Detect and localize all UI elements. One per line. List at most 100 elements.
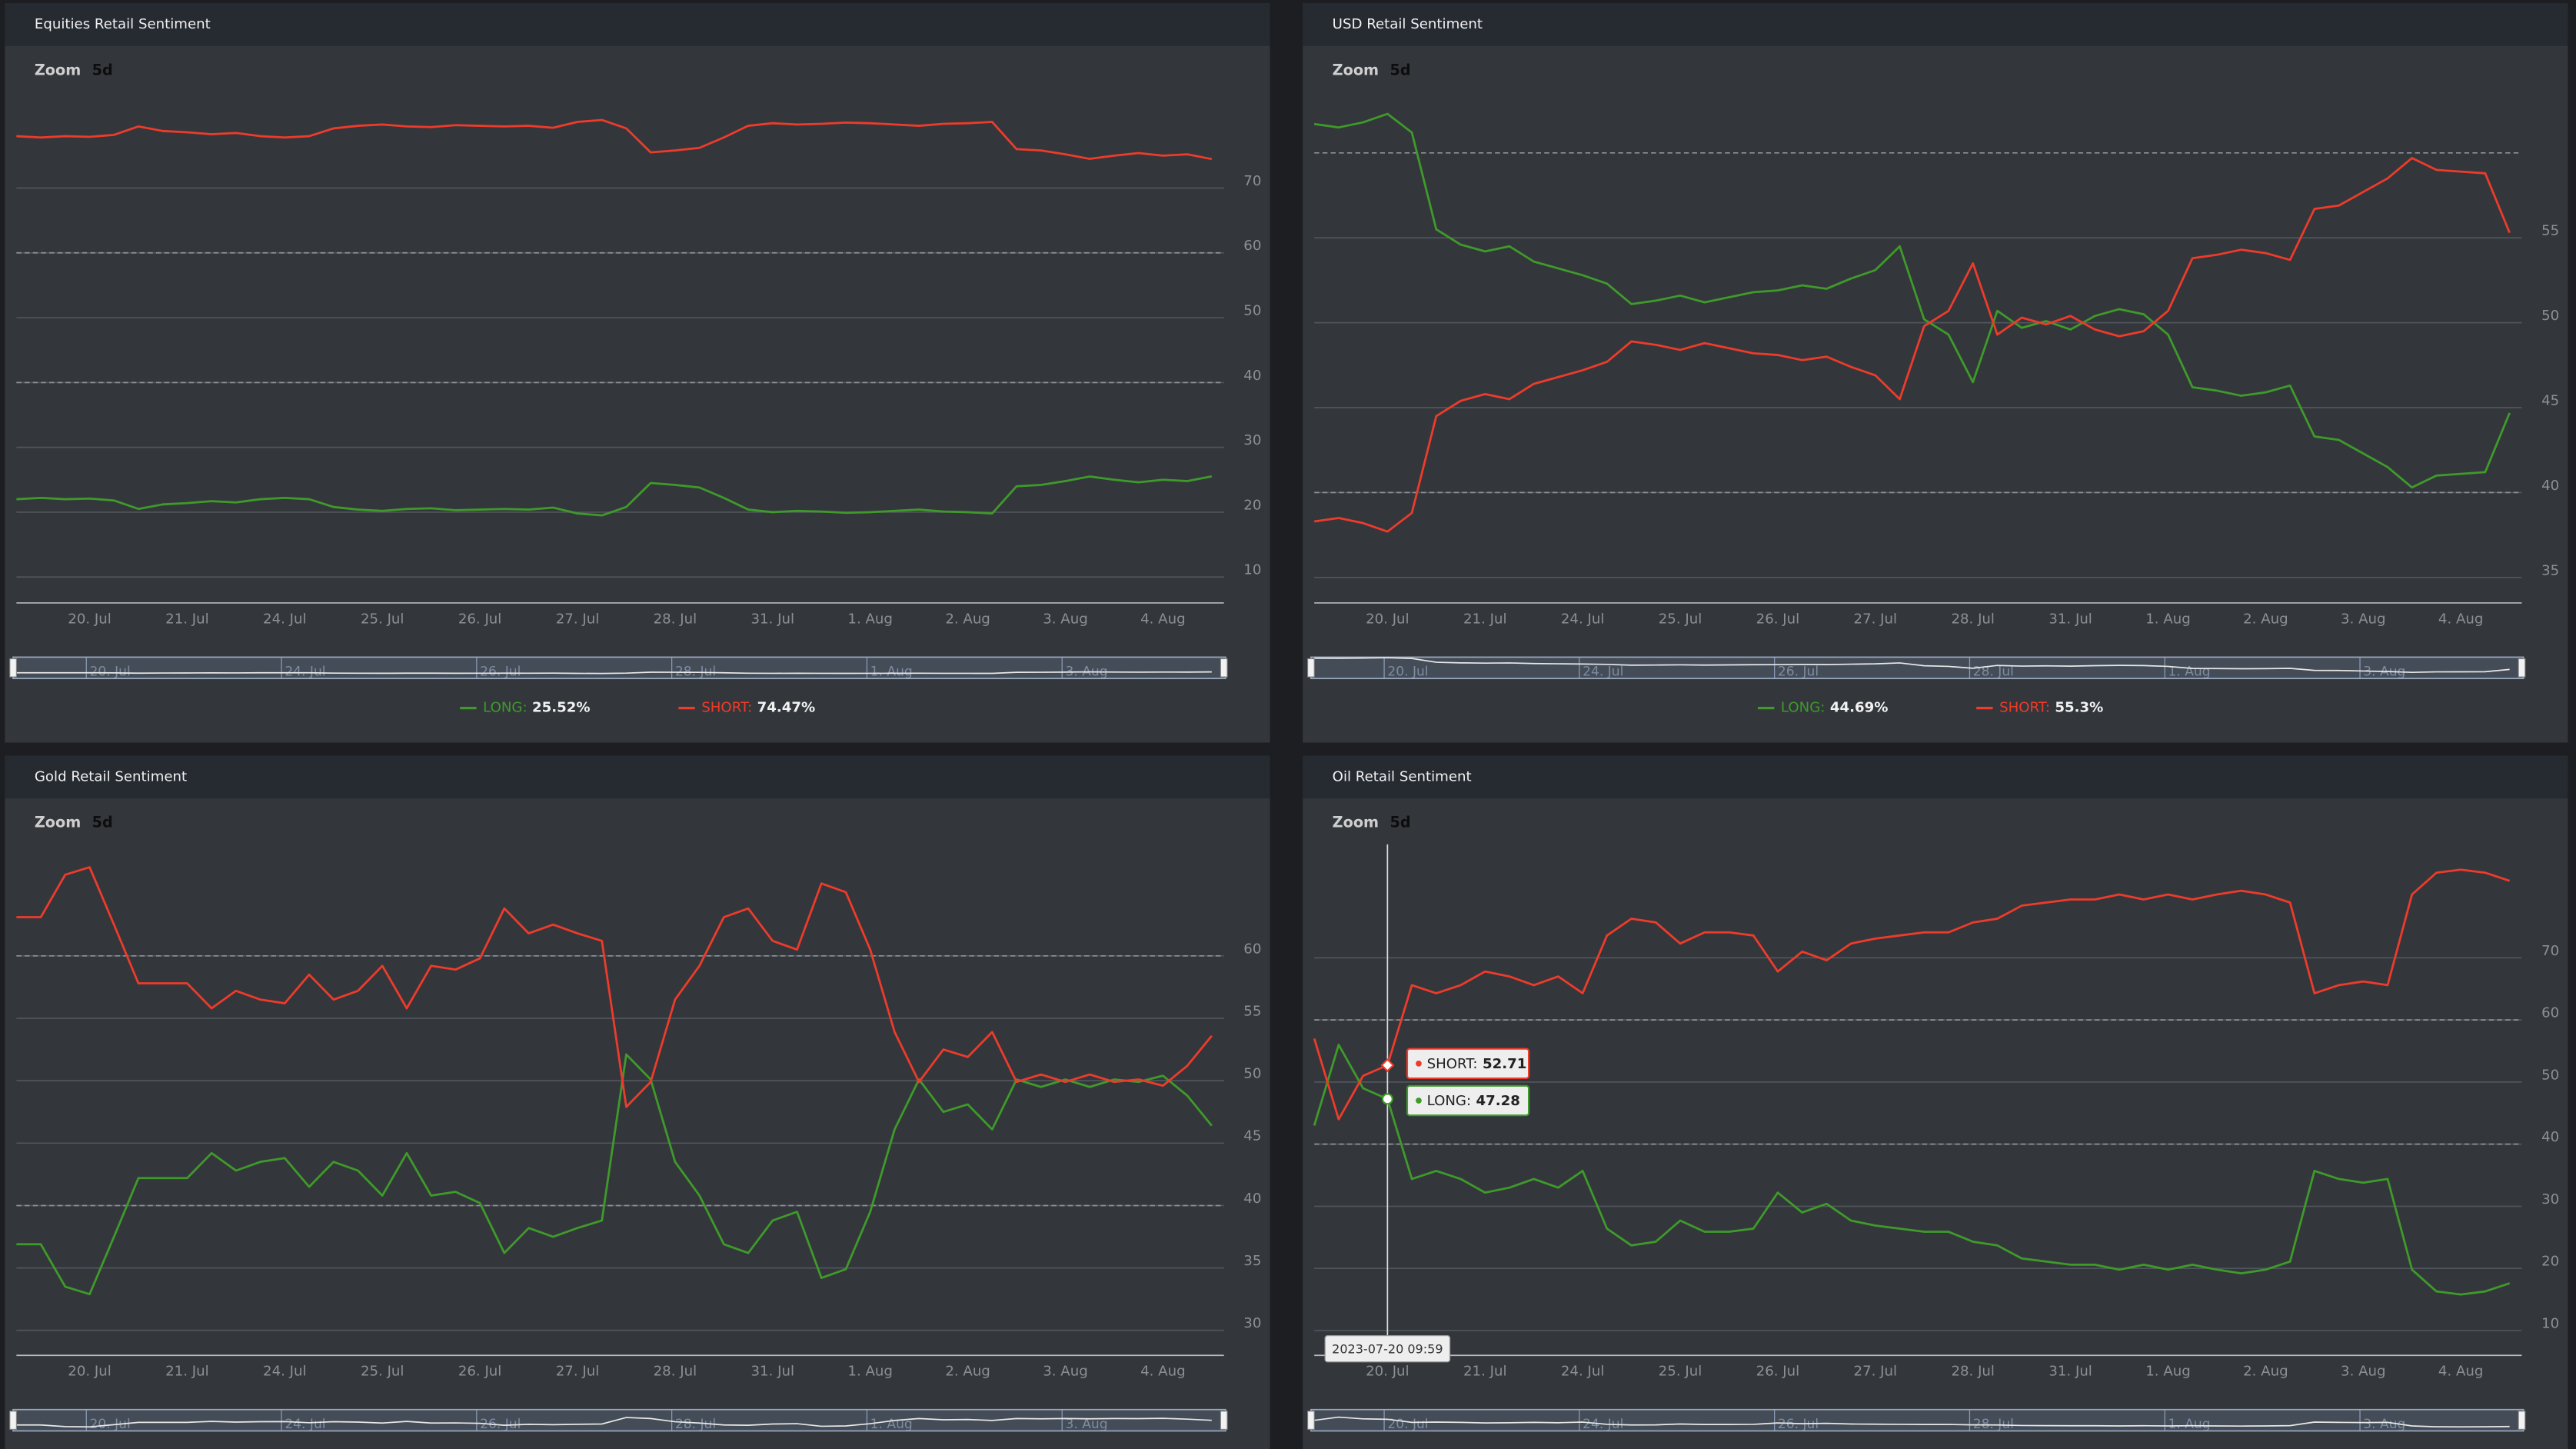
tooltip-value: 52.71 bbox=[1483, 1056, 1526, 1072]
legend-item[interactable]: LONG: 44.69% bbox=[1781, 700, 1888, 716]
navigator-label: 26. Jul bbox=[1778, 665, 1819, 680]
y-tick-label: 55 bbox=[1243, 1003, 1261, 1019]
y-tick-label: 35 bbox=[2541, 562, 2559, 578]
x-tick-label: 4. Aug bbox=[2438, 611, 2484, 627]
legend-item[interactable]: SHORT: 55.3% bbox=[1999, 700, 2103, 716]
chart-panel: Oil Retail Sentiment Zoom 5d 10 20 30 40 50 60 70… bbox=[1303, 755, 2568, 1449]
legend-value: 55.3% bbox=[2055, 700, 2103, 716]
x-tick-label: 1. Aug bbox=[2145, 1364, 2191, 1380]
zoom-button[interactable]: 5d bbox=[1390, 814, 1410, 831]
x-tick-label: 20. Jul bbox=[1366, 611, 1409, 627]
legend-item[interactable]: LONG: 25.52% bbox=[483, 700, 590, 716]
y-tick-label: 30 bbox=[1243, 432, 1261, 448]
x-tick-label: 21. Jul bbox=[165, 611, 209, 627]
series-line bbox=[16, 866, 1213, 1108]
y-tick-label: 30 bbox=[2541, 1191, 2559, 1208]
navigator-handle[interactable] bbox=[1307, 1411, 1315, 1430]
y-tick-label: 50 bbox=[1243, 303, 1261, 319]
zoom-button[interactable]: 5d bbox=[92, 814, 113, 831]
legend-name: LONG: bbox=[483, 700, 527, 716]
series-line bbox=[1313, 157, 2511, 533]
x-tick-label: 31. Jul bbox=[751, 1364, 795, 1380]
tooltip-marker bbox=[1380, 1058, 1395, 1073]
x-tick-label: 27. Jul bbox=[556, 611, 600, 627]
series-line bbox=[1313, 868, 2511, 1121]
x-tick-label: 25. Jul bbox=[361, 611, 404, 627]
panel bbox=[1303, 3, 2568, 743]
zoom-button[interactable]: 5d bbox=[1390, 61, 1410, 78]
navigator-line bbox=[16, 671, 1212, 675]
tooltip-item: LONG: 47.28 bbox=[1427, 1093, 1520, 1109]
legend-value: 74.47% bbox=[757, 700, 816, 716]
zoom-label: Zoom bbox=[1333, 61, 1379, 78]
x-tick-label: 21. Jul bbox=[1463, 1364, 1507, 1380]
x-tick-label: 20. Jul bbox=[1366, 1364, 1409, 1380]
y-tick-label: 55 bbox=[2541, 223, 2559, 239]
navigator-handle[interactable] bbox=[2518, 658, 2526, 678]
legend-value: 44.69% bbox=[1830, 700, 1889, 716]
navigator-handle[interactable] bbox=[9, 658, 17, 678]
x-tick-label: 26. Jul bbox=[1756, 611, 1800, 627]
chart-title: Oil Retail Sentiment bbox=[1333, 768, 1472, 784]
x-tick-label: 21. Jul bbox=[1463, 611, 1507, 627]
navigator-label: 1. Aug bbox=[2168, 1417, 2211, 1432]
y-tick-label: 10 bbox=[2541, 1315, 2559, 1331]
y-tick-label: 30 bbox=[1243, 1315, 1261, 1331]
x-tick-label: 2. Aug bbox=[945, 611, 990, 627]
navigator-label: 26. Jul bbox=[1778, 1417, 1819, 1432]
x-tick-label: 1. Aug bbox=[847, 1364, 893, 1380]
x-tick-label: 2. Aug bbox=[945, 1364, 990, 1380]
x-tick-label: 24. Jul bbox=[263, 611, 307, 627]
legend-name: SHORT: bbox=[701, 700, 752, 716]
y-tick-label: 60 bbox=[1243, 941, 1261, 957]
x-tick-label: 28. Jul bbox=[654, 1364, 697, 1380]
x-tick-label: 3. Aug bbox=[1043, 1364, 1088, 1380]
navigator-handle[interactable] bbox=[1220, 1411, 1228, 1430]
tooltip-box bbox=[1406, 1084, 1530, 1117]
navigator-label: 3. Aug bbox=[2363, 1417, 2405, 1432]
tooltip-name: LONG: bbox=[1427, 1093, 1471, 1109]
navigator-label: 1. Aug bbox=[870, 665, 913, 680]
tooltip-box bbox=[1406, 1048, 1530, 1080]
legend-name: LONG: bbox=[1781, 700, 1825, 716]
y-tick-label: 50 bbox=[2541, 308, 2559, 324]
navigator-handle[interactable] bbox=[9, 1411, 17, 1430]
x-tick-label: 2. Aug bbox=[2243, 1364, 2288, 1380]
navigator-label: 20. Jul bbox=[1387, 665, 1428, 680]
chart-panel: Gold Retail Sentiment Zoom 5d 30 35 40 45 50 55 6… bbox=[5, 755, 1270, 1449]
navigator-label: 28. Jul bbox=[675, 1417, 716, 1432]
y-tick-label: 70 bbox=[2541, 943, 2559, 959]
x-tick-label: 28. Jul bbox=[654, 611, 697, 627]
y-tick-label: 10 bbox=[1243, 562, 1261, 578]
x-tick-label: 28. Jul bbox=[1951, 611, 1995, 627]
x-tick-label: 31. Jul bbox=[751, 611, 795, 627]
navigator-label: 3. Aug bbox=[1065, 1417, 1107, 1432]
legend-item[interactable]: SHORT: 74.47% bbox=[701, 700, 815, 716]
x-tick-label: 20. Jul bbox=[68, 611, 111, 627]
navigator-handle[interactable] bbox=[1307, 658, 1315, 678]
tooltip-value: 47.28 bbox=[1476, 1093, 1520, 1109]
x-tick-label: 20. Jul bbox=[68, 1364, 111, 1380]
zoom-button[interactable]: 5d bbox=[92, 61, 113, 78]
x-tick-label: 28. Jul bbox=[1951, 1364, 1995, 1380]
navigator-handle[interactable] bbox=[2518, 1411, 2526, 1430]
y-tick-label: 40 bbox=[1243, 1191, 1261, 1207]
legend-value: 25.52% bbox=[532, 700, 591, 716]
navigator bbox=[1310, 656, 2524, 680]
navigator-line bbox=[1314, 657, 2510, 674]
navigator-label: 24. Jul bbox=[285, 665, 325, 680]
tooltip-x-box bbox=[1324, 1334, 1451, 1363]
navigator-handle[interactable] bbox=[1220, 658, 1228, 678]
panel bbox=[5, 3, 1270, 743]
y-tick-label: 20 bbox=[2541, 1254, 2559, 1270]
navigator-line bbox=[16, 1417, 1212, 1428]
x-tick-label: 3. Aug bbox=[2341, 1364, 2386, 1380]
x-tick-label: 1. Aug bbox=[2145, 611, 2191, 627]
series-line bbox=[16, 118, 1213, 161]
chart-panel: Equities Retail Sentiment Zoom 5d 10 20 30 40 5… bbox=[5, 3, 1270, 743]
zoom-label: Zoom bbox=[35, 61, 81, 78]
navigator bbox=[12, 656, 1226, 680]
tooltip-x-label: 2023-07-20 09:59 bbox=[1332, 1341, 1443, 1356]
tooltip-marker bbox=[1381, 1093, 1393, 1105]
